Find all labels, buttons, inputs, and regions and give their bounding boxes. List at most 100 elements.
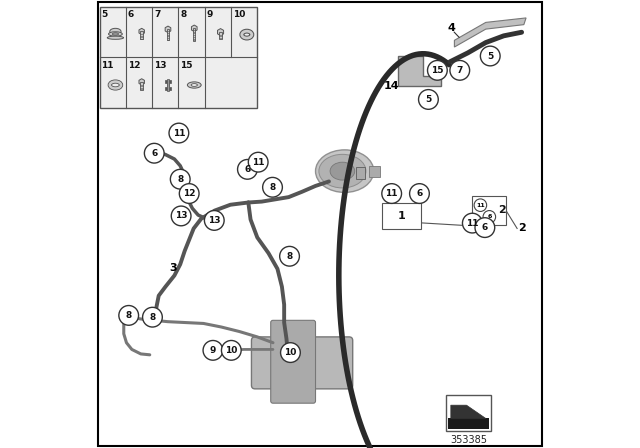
Polygon shape [218,29,223,35]
Circle shape [179,184,199,203]
Text: 6: 6 [127,10,134,19]
Text: 13: 13 [208,216,221,225]
Polygon shape [398,56,441,86]
Text: 14: 14 [384,81,399,91]
Text: 2: 2 [499,205,506,215]
Bar [140,31,143,39]
Text: 5: 5 [426,95,431,104]
Text: 6: 6 [151,149,157,158]
Circle shape [262,177,282,197]
Polygon shape [139,79,145,85]
Text: 11: 11 [385,189,398,198]
Ellipse shape [191,84,197,86]
Text: 7: 7 [456,66,463,75]
Bar [165,80,171,83]
Circle shape [382,184,401,203]
Text: 8: 8 [125,311,132,320]
Circle shape [419,90,438,109]
Polygon shape [451,405,486,418]
Circle shape [169,123,189,143]
Text: 5: 5 [487,52,493,60]
Text: 15: 15 [431,66,444,75]
Text: 10: 10 [225,346,237,355]
Circle shape [119,306,139,325]
Polygon shape [191,25,197,32]
Text: 2: 2 [518,224,526,233]
Circle shape [143,307,163,327]
Ellipse shape [108,36,124,39]
Bar [193,28,195,41]
Text: 3: 3 [169,263,177,273]
Bar [472,196,506,225]
Ellipse shape [319,154,366,188]
Text: 9: 9 [210,346,216,355]
Text: 12: 12 [127,61,140,70]
Bar [100,7,257,108]
Text: 9: 9 [207,10,213,19]
Ellipse shape [188,82,201,88]
Circle shape [410,184,429,203]
Text: 11: 11 [101,61,114,70]
Bar [167,82,169,86]
Text: 6: 6 [244,165,250,174]
Polygon shape [454,18,526,47]
Bar [356,167,365,179]
Bar [448,418,490,429]
Text: 8: 8 [180,10,186,19]
Circle shape [463,213,482,233]
Circle shape [475,218,495,237]
Text: 11: 11 [252,158,264,167]
Text: 13: 13 [154,61,166,70]
Text: 353385: 353385 [450,435,487,445]
Circle shape [280,246,300,266]
Polygon shape [139,28,145,34]
Bar [167,79,168,90]
Text: 11: 11 [173,129,185,138]
Text: 11: 11 [476,202,484,208]
Text: 15: 15 [180,61,193,70]
Ellipse shape [282,344,300,359]
Ellipse shape [316,150,374,193]
Text: 6: 6 [417,189,422,198]
Circle shape [145,143,164,163]
Circle shape [474,199,486,211]
FancyBboxPatch shape [271,320,316,403]
Ellipse shape [110,28,121,34]
Text: 13: 13 [175,211,188,220]
Bar [369,166,380,177]
Text: 10: 10 [284,348,296,357]
Text: 11: 11 [466,219,479,228]
Circle shape [428,60,447,80]
FancyBboxPatch shape [252,337,353,389]
Ellipse shape [330,162,355,180]
Circle shape [221,340,241,360]
Text: 8: 8 [269,183,276,192]
Text: 8: 8 [149,313,156,322]
Circle shape [203,340,223,360]
Text: 6: 6 [482,223,488,232]
Text: 1: 1 [397,211,405,221]
Text: 8: 8 [287,252,292,261]
Circle shape [170,169,190,189]
Text: 4: 4 [447,23,455,33]
Text: 5: 5 [101,10,108,19]
Text: 12: 12 [183,189,195,198]
Text: 8: 8 [177,175,183,184]
Bar [167,29,169,40]
Ellipse shape [112,33,118,35]
Circle shape [450,60,470,80]
Bar [446,395,491,431]
Bar [382,203,421,229]
Circle shape [204,211,224,230]
Circle shape [481,46,500,66]
Text: 6: 6 [487,214,492,220]
Circle shape [172,206,191,226]
Text: 7: 7 [154,10,160,19]
Bar [140,82,143,90]
Circle shape [280,343,300,362]
Polygon shape [165,26,171,33]
Circle shape [248,152,268,172]
Ellipse shape [109,32,122,36]
Bar [165,87,171,90]
Circle shape [237,159,257,179]
